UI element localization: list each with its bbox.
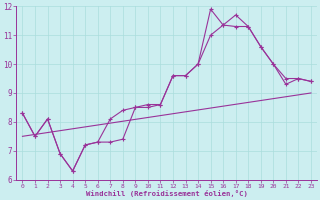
X-axis label: Windchill (Refroidissement éolien,°C): Windchill (Refroidissement éolien,°C) bbox=[86, 190, 248, 197]
